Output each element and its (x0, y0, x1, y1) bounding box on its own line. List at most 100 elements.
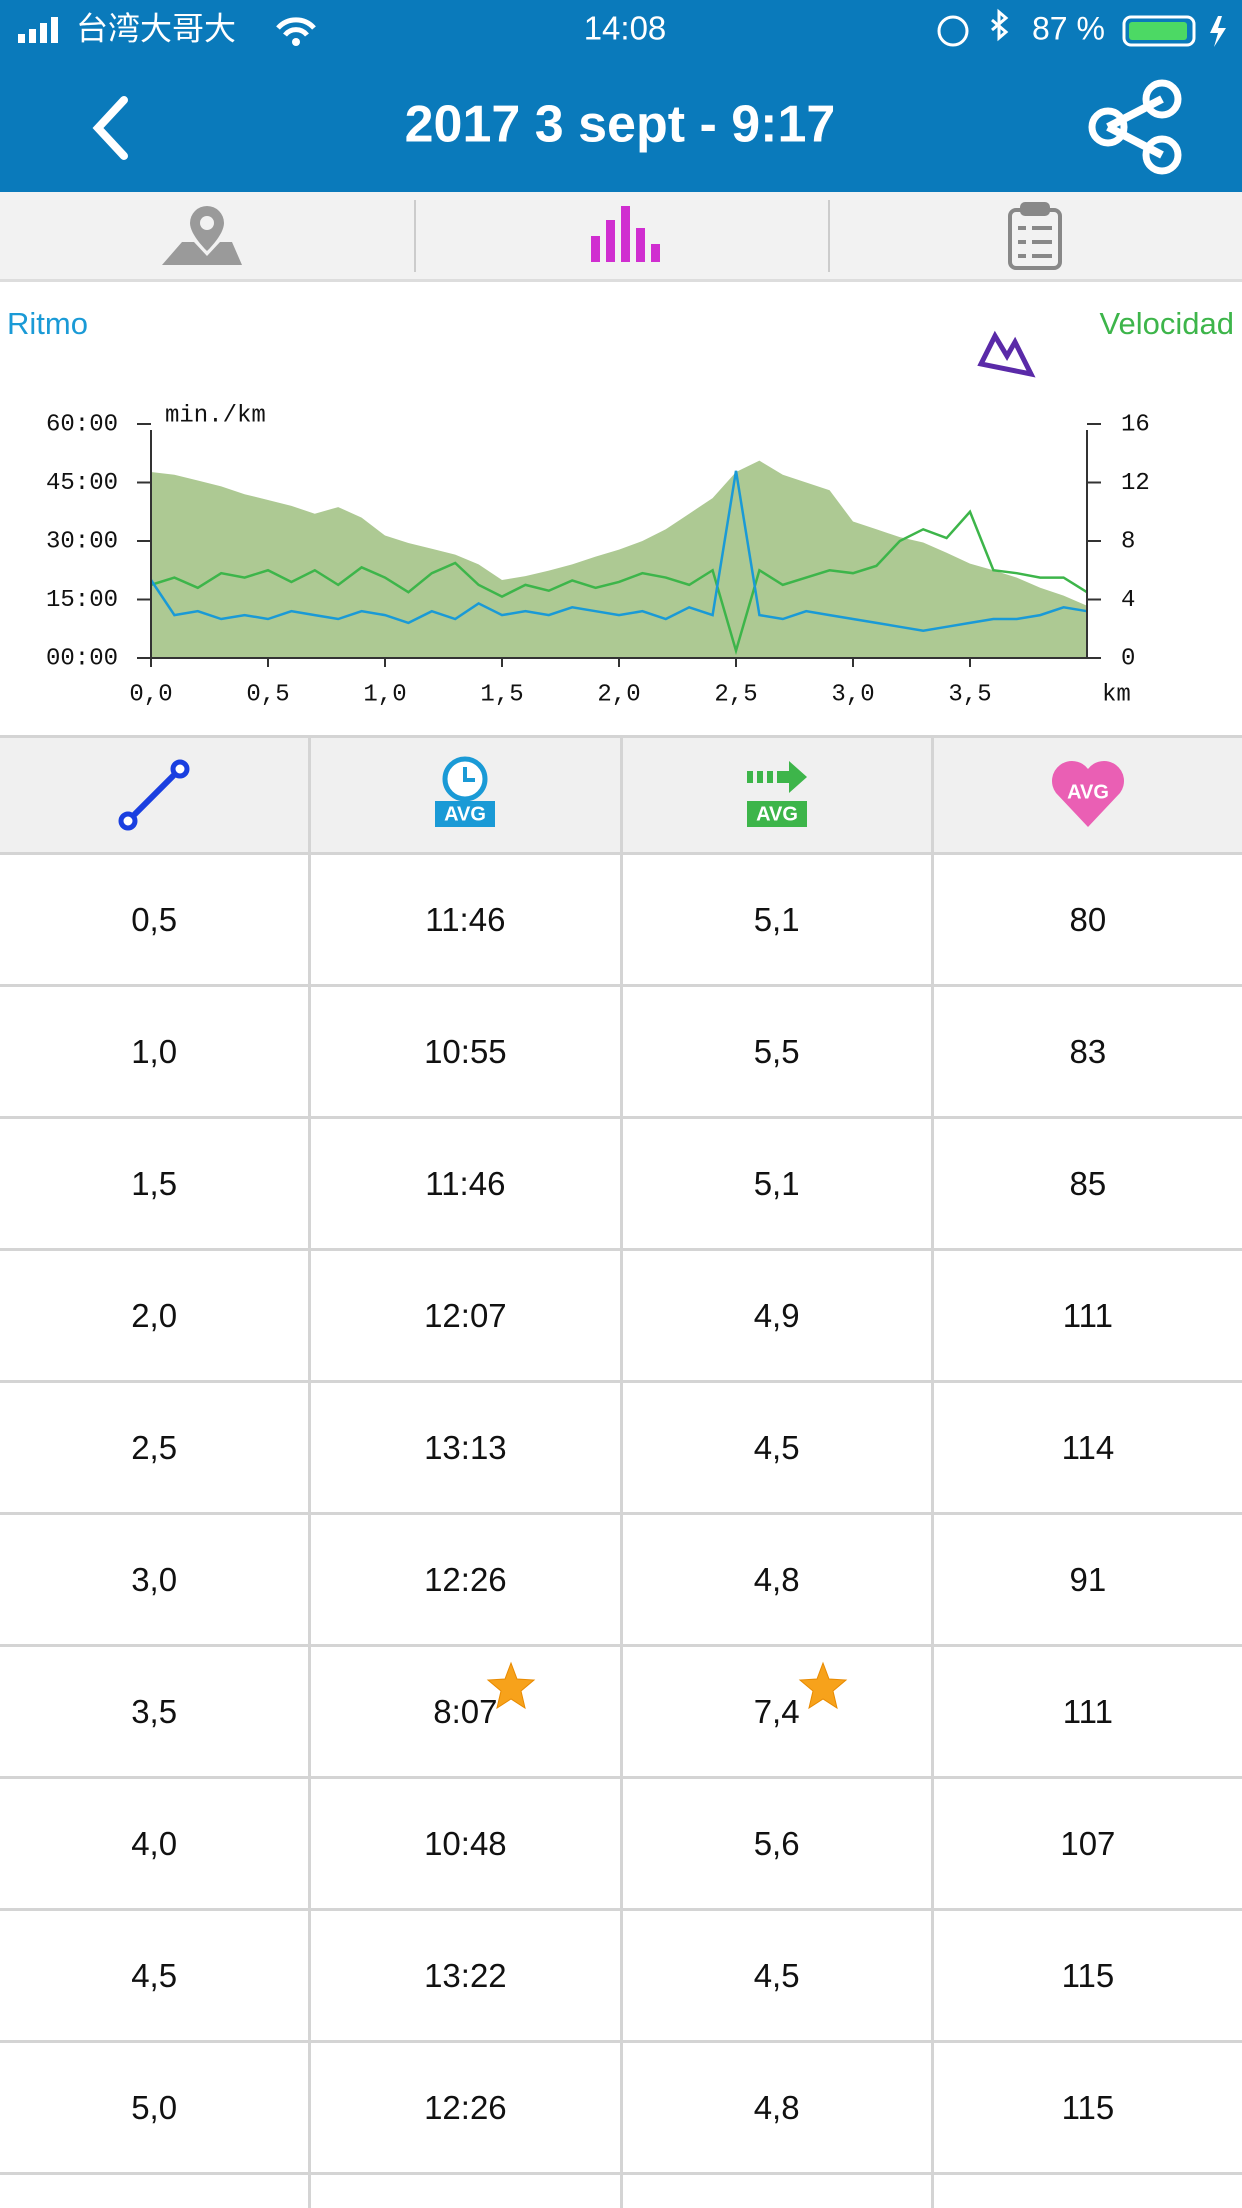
bluetooth-icon (991, 8, 1009, 42)
page-title: 2017 3 sept - 9:17 (405, 96, 836, 154)
series-line (149, 470, 1088, 632)
y2-tick-label: 8 (1121, 528, 1135, 555)
badge: AVG (1067, 781, 1109, 803)
cell-text: 11:46 (425, 1164, 506, 1202)
pace-icon: AVG (435, 756, 496, 827)
table-row: 5,0 12:26 4,8 115 (0, 2043, 1242, 2175)
x-tick-label: 0,5 (246, 681, 289, 708)
x-tick-label: 3,5 (948, 681, 991, 708)
table-cell: 12:07 (308, 1251, 619, 1380)
wifi-icon (276, 17, 316, 37)
table-cell: 1,5 (0, 1119, 308, 1248)
table-cell: 11:46 (308, 855, 619, 984)
table-cell: 13:22 (308, 1911, 619, 2040)
table-row: 4,5 13:22 4,5 115 (0, 1911, 1242, 2043)
table-cell: 91 (930, 1515, 1242, 1644)
lock-icon (937, 15, 969, 47)
y2-tick-label: 12 (1121, 470, 1150, 497)
cell-text: 0,5 (131, 900, 178, 938)
elevation-toggle[interactable] (977, 330, 1036, 378)
table-cell: 3,5 (0, 1647, 308, 1776)
table-row: 2,0 12:07 4,9 111 (0, 1251, 1242, 1383)
chart: Velocidad Ritmo min./km km 00:00 15:00 30:00 45… (7, 306, 1234, 708)
cell-text: 2,5 (131, 1428, 178, 1466)
table-cell: 11:46 (308, 1119, 619, 1248)
series-label: Ritmo (7, 306, 88, 341)
badge: AVG (444, 803, 486, 825)
y-tick-label: 45:00 (46, 470, 118, 497)
table-cell: 10:55 (308, 987, 619, 1116)
battery-level (1129, 22, 1187, 40)
table-cell: 7,4 (619, 1647, 931, 1776)
series-line (150, 509, 1088, 656)
y2-tick-label: 0 (1121, 645, 1135, 672)
table-cell: 4,8 (619, 2043, 931, 2172)
carrier: 台湾大哥大 (76, 10, 236, 46)
x-tick-label: 2,0 (597, 681, 640, 708)
heart-header: AVG (930, 738, 1242, 852)
cell-text: 10:48 (424, 1824, 507, 1862)
cell-text: 4,8 (753, 1560, 800, 1598)
charging-icon (1210, 16, 1226, 47)
table-cell: 1,0 (0, 987, 308, 1116)
table-row: 4,0 10:48 5,6 107 (0, 1779, 1242, 1911)
cell-text: 115 (1061, 2088, 1115, 2126)
header-svg: 台湾大哥大 14:08 87 % 2017 3 sept - 9:17 (18, 8, 1226, 175)
cell-text: 12:26 (424, 1560, 507, 1598)
tab-bar (0, 192, 1242, 282)
cell-text: 4,5 (753, 1956, 800, 1994)
table-cell: 2,0 (0, 1251, 308, 1380)
chart-tab[interactable] (591, 206, 660, 262)
series-label: Velocidad (1100, 306, 1234, 341)
distance-header (0, 738, 308, 852)
cell-text: 5,0 (131, 2088, 178, 2126)
table-header: AVG AVG AVG (0, 735, 1242, 855)
signal-icon (18, 17, 58, 43)
cell-text: 2,0 (131, 1296, 178, 1334)
cell-text: 3,0 (131, 1560, 178, 1598)
cell-text: 13:22 (424, 1956, 507, 1994)
y-unit-label: min./km (165, 402, 266, 429)
battery-percent: 87 % (1032, 10, 1105, 46)
table-cell: 8:07 (308, 1647, 619, 1776)
cell-text: 12:26 (424, 2088, 507, 2126)
table-cell: 115 (930, 1911, 1242, 2040)
table-row: 2,5 13:13 4,5 114 (0, 1383, 1242, 1515)
table-row-partial (0, 2175, 1242, 2208)
cell-text: 83 (1069, 1032, 1107, 1070)
table-cell: 12:26 (308, 1515, 619, 1644)
table-cell: 85 (930, 1119, 1242, 1248)
cell-text: 4,0 (131, 1824, 178, 1862)
cell-text: 5,1 (753, 1164, 800, 1202)
table-cell: 4,5 (619, 1383, 931, 1512)
cell-text: 4,9 (753, 1296, 800, 1334)
summary-tab[interactable] (1008, 202, 1062, 270)
elevation-area (151, 460, 1087, 658)
table-body: 0,5 11:46 5,1 80 1,0 10:55 5,5 83 1,5 11:46 5,1 85 2… (0, 855, 1242, 2175)
table-cell: 83 (930, 987, 1242, 1116)
x-tick-label: 3,0 (831, 681, 874, 708)
cell-text: 10:55 (424, 1032, 507, 1070)
distance-icon (118, 759, 190, 831)
cell-text: 107 (1060, 1824, 1116, 1862)
y-tick-label: 00:00 (46, 645, 118, 672)
table-cell: 3,0 (0, 1515, 308, 1644)
share-button[interactable] (1088, 79, 1182, 175)
clock: 14:08 (584, 10, 667, 47)
table-cell: 4,5 (619, 1911, 931, 2040)
speed-header: AVG (619, 738, 931, 852)
cell-text: 111 (1062, 1296, 1113, 1334)
table-cell: 5,1 (619, 855, 931, 984)
back-button[interactable] (92, 96, 128, 160)
best-star (486, 1661, 536, 1710)
map-tab[interactable] (162, 206, 242, 265)
table-cell: 111 (930, 1251, 1242, 1380)
table-cell: 114 (930, 1383, 1242, 1512)
cell-text: 13:13 (424, 1428, 507, 1466)
cell-text: 7,4 (753, 1692, 800, 1730)
x-tick-label: 0,0 (129, 681, 172, 708)
table-cell: 4,8 (619, 1515, 931, 1644)
table-cell: 4,0 (0, 1779, 308, 1908)
cell-text: 4,5 (753, 1428, 800, 1466)
